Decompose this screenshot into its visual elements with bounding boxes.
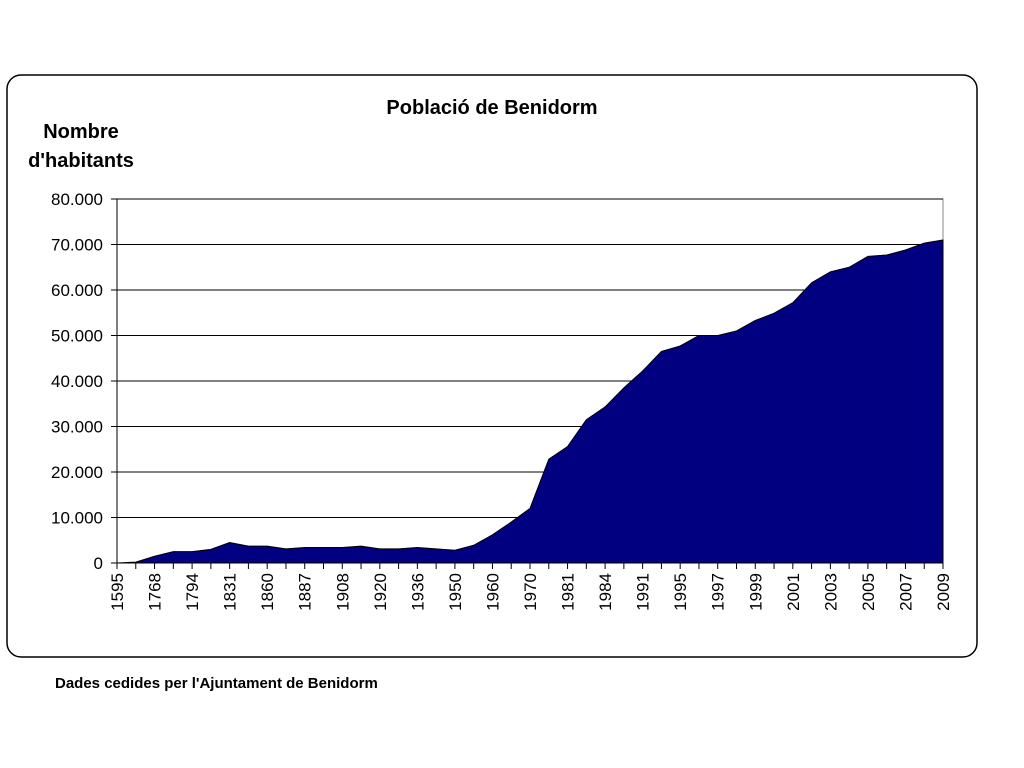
- x-tick-label: 1936: [408, 573, 427, 611]
- x-tick-label: 1950: [446, 573, 465, 611]
- x-tick-label: 2003: [821, 573, 840, 611]
- source-note: Dades cedides per l'Ajuntament de Benido…: [55, 675, 378, 692]
- x-tick-label: 1908: [333, 573, 352, 611]
- x-tick-label: 1860: [258, 573, 277, 611]
- x-tick-label: 2005: [859, 573, 878, 611]
- x-tick-label: 1991: [634, 573, 653, 611]
- x-tick-label: 1831: [221, 573, 240, 611]
- x-tick-label: 2007: [896, 573, 915, 611]
- x-tick-label: 1794: [183, 573, 202, 611]
- x-tick-label: 1999: [746, 573, 765, 611]
- x-tick-label: 2001: [784, 573, 803, 611]
- x-tick-label: 1887: [296, 573, 315, 611]
- x-tick-label: 1595: [108, 573, 127, 611]
- y-tick-label: 30.000: [51, 418, 103, 437]
- x-tick-label: 2009: [934, 573, 953, 611]
- x-tick-label: 1995: [671, 573, 690, 611]
- y-tick-label: 80.000: [51, 190, 103, 209]
- x-tick-label: 1960: [483, 573, 502, 611]
- x-tick-label: 1970: [521, 573, 540, 611]
- y-tick-label: 20.000: [51, 463, 103, 482]
- x-tick-label: 1768: [146, 573, 165, 611]
- y-axis-label: d'habitants: [28, 150, 134, 172]
- y-tick-label: 10.000: [51, 509, 103, 528]
- y-tick-label: 60.000: [51, 281, 103, 300]
- y-tick-label: 0: [94, 554, 103, 573]
- y-axis-label: Nombre: [43, 121, 119, 143]
- x-tick-label: 1981: [559, 573, 578, 611]
- x-tick-label: 1984: [596, 573, 615, 611]
- y-tick-label: 50.000: [51, 327, 103, 346]
- x-tick-label: 1920: [371, 573, 390, 611]
- x-tick-label: 1997: [709, 573, 728, 611]
- y-tick-label: 70.000: [51, 236, 103, 255]
- chart-title: Població de Benidorm: [386, 97, 597, 119]
- area: [116, 239, 944, 564]
- y-tick-label: 40.000: [51, 372, 103, 391]
